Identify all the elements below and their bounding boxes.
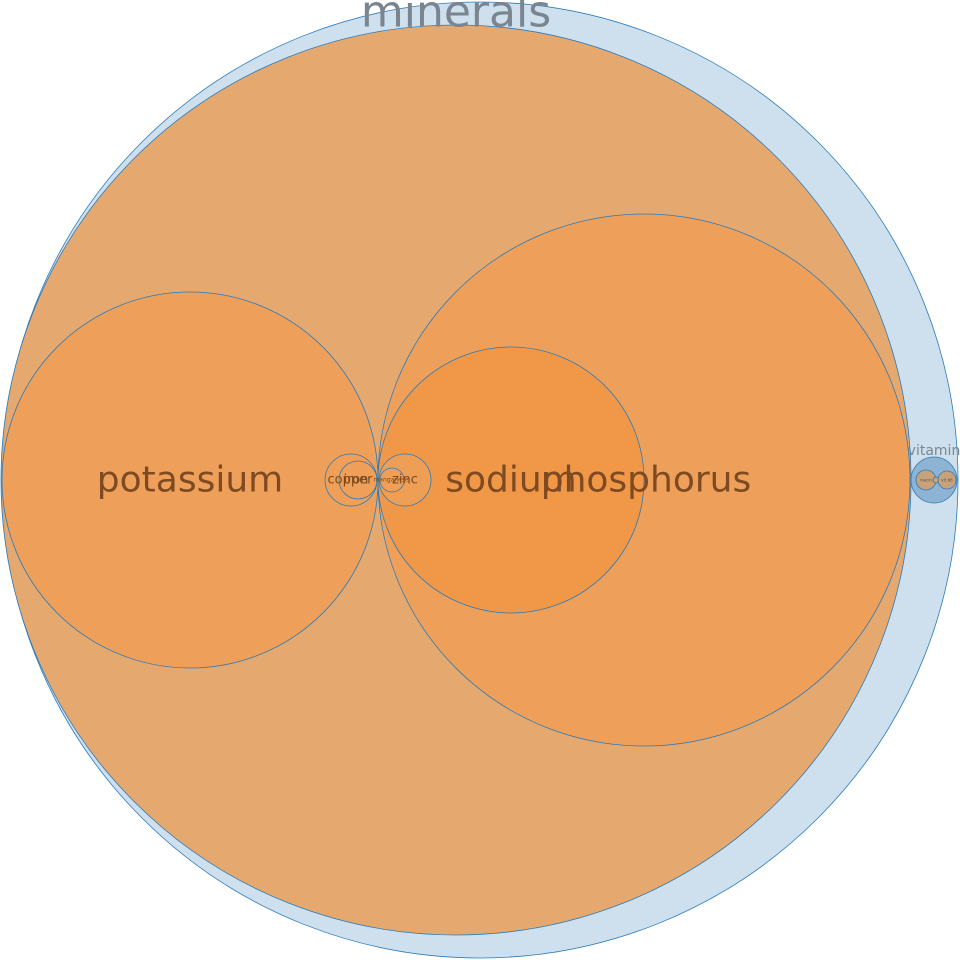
vitamin-d-label: vit b6 bbox=[941, 478, 953, 483]
minerals-label: minerals bbox=[361, 0, 551, 38]
phosphorus-label: phosphorus bbox=[541, 460, 752, 501]
sodium-label: sodium bbox=[445, 460, 577, 501]
manganese-label: manganese bbox=[373, 477, 408, 484]
vitamins-label: vitamin bbox=[908, 443, 960, 459]
iron-circle[interactable] bbox=[338, 460, 378, 500]
iron-label: iron bbox=[344, 473, 369, 488]
zinc-label: zinc bbox=[392, 473, 418, 488]
zinc-circle[interactable] bbox=[378, 453, 432, 507]
copper-label: copper bbox=[328, 473, 374, 488]
manganese-circle[interactable] bbox=[379, 467, 405, 493]
vitamin-a-label: niacin bbox=[920, 478, 932, 483]
vitamin-d-circle[interactable] bbox=[937, 470, 957, 490]
potassium-label: potassium bbox=[97, 460, 283, 501]
sodium-circle[interactable] bbox=[377, 346, 645, 614]
